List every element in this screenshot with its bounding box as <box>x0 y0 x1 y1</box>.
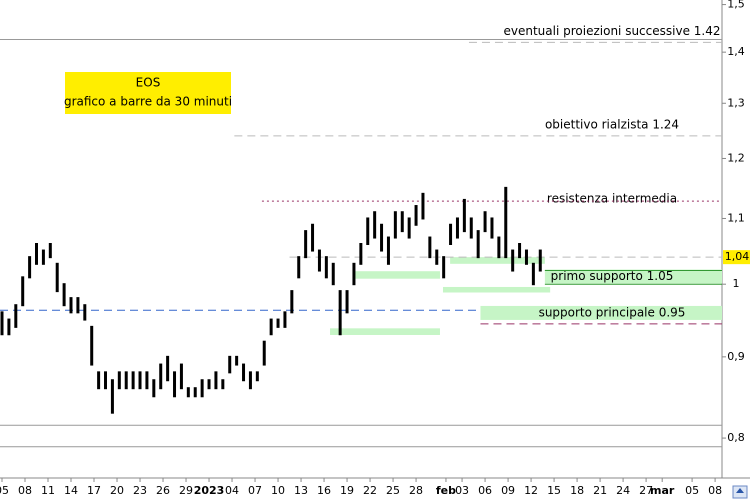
y-tick-label: 1,4 <box>727 45 745 58</box>
plot-layer: eventuali proiezioni successive 1.42 obie… <box>0 24 722 448</box>
y-tick-label: 0,8 <box>727 431 745 444</box>
x-tick-label: 23 <box>133 484 147 497</box>
x-tick-label: feb <box>436 484 456 497</box>
x-tick-label: 06 <box>478 484 492 497</box>
level-label: resistenza intermedia <box>547 192 677 206</box>
x-tick-label: 21 <box>593 484 607 497</box>
chart-title: EOS <box>136 76 161 90</box>
last-price-box <box>723 250 750 265</box>
x-tick-label: 22 <box>363 484 377 497</box>
level-label: primo supporto 1.05 <box>551 269 674 283</box>
x-tick-label: 19 <box>340 484 354 497</box>
y-tick-label: 1,2 <box>727 151 745 164</box>
x-tick-label: 26 <box>156 484 170 497</box>
level-label: obiettivo rialzista 1.24 <box>545 117 679 131</box>
x-tick-label: 05 <box>685 484 699 497</box>
x-tick-label: 04 <box>225 484 239 497</box>
label-background <box>544 269 722 284</box>
y-tick-label: 1,1 <box>727 211 745 224</box>
x-tick-label: 12 <box>524 484 538 497</box>
x-tick-label: mar <box>650 484 675 497</box>
support-zone <box>442 286 551 293</box>
x-tick-label: 14 <box>64 484 78 497</box>
y-tick-label: 0,9 <box>727 350 745 363</box>
x-tick-label: 17 <box>87 484 101 497</box>
x-tick-label: 08 <box>18 484 32 497</box>
x-tick-label: 24 <box>616 484 630 497</box>
x-tick-label: 20 <box>110 484 124 497</box>
x-tick-label: 09 <box>501 484 515 497</box>
x-tick-label: 25 <box>386 484 400 497</box>
x-tick-label: 29 <box>179 484 193 497</box>
support-zone <box>450 257 545 264</box>
x-tick-label: 16 <box>317 484 331 497</box>
label-background <box>480 305 722 320</box>
support-zone <box>330 328 440 335</box>
x-tick-label: 2023 <box>194 484 225 497</box>
x-tick-label: 18 <box>570 484 584 497</box>
x-tick-label: 07 <box>248 484 262 497</box>
y-tick-label: 1 <box>733 277 740 290</box>
title-box: EOS grafico a barre da 30 minuti <box>64 72 232 114</box>
title-background <box>65 72 231 114</box>
x-tick-label: 13 <box>294 484 308 497</box>
y-tick-label: 1,3 <box>727 96 745 109</box>
x-tick-label: 10 <box>271 484 285 497</box>
x-tick-label: 11 <box>41 484 55 497</box>
scroll-icon[interactable] <box>732 485 748 499</box>
x-tick-label: 03 <box>455 484 469 497</box>
y-tick-label: 1,5 <box>727 0 745 11</box>
x-tick-label: 08 <box>708 484 722 497</box>
support-zone <box>355 271 440 279</box>
level-label: eventuali proiezioni successive 1.42 <box>504 24 721 38</box>
chart-subtitle: grafico a barre da 30 minuti <box>64 95 232 109</box>
last-price-label: 1,04 <box>725 250 750 263</box>
x-tick-label: 05 <box>0 484 9 497</box>
level-label: supporto principale 0.95 <box>539 305 686 319</box>
x-tick-label: 27 <box>639 484 653 497</box>
x-tick-label: 28 <box>409 484 423 497</box>
x-tick-label: 15 <box>547 484 561 497</box>
